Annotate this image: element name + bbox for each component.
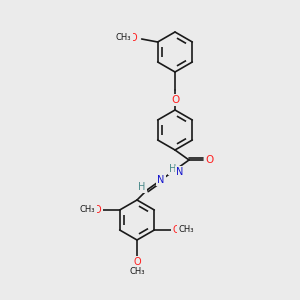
Text: O: O [205,155,213,165]
Text: CH₃: CH₃ [80,206,95,214]
Text: O: O [171,95,179,105]
Text: N: N [176,167,184,177]
Text: H: H [138,182,146,192]
Text: CH₃: CH₃ [178,226,194,235]
Text: O: O [94,205,101,215]
Text: CH₃: CH₃ [116,34,131,43]
Text: H: H [169,164,177,174]
Text: O: O [172,225,180,235]
Text: N: N [157,175,165,185]
Text: CH₃: CH₃ [129,266,145,275]
Text: O: O [130,33,137,43]
Text: O: O [133,257,141,267]
